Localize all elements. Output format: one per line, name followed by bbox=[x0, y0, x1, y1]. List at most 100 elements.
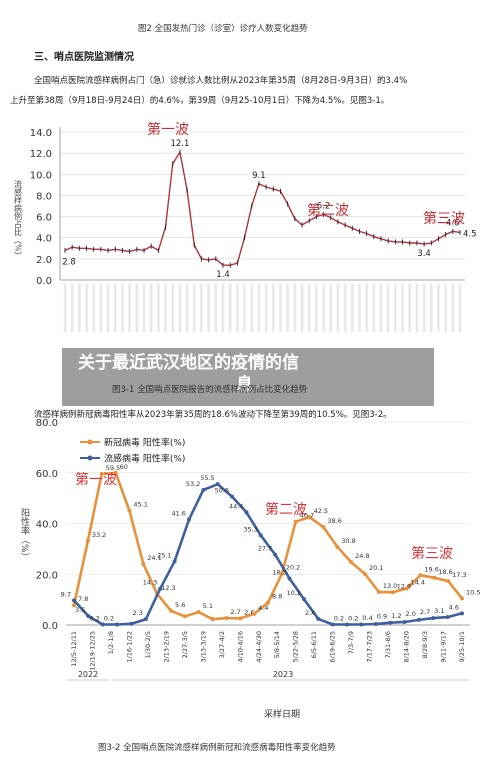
wave-annotation: 第一波 bbox=[147, 121, 189, 138]
data-label: 12.3 bbox=[161, 584, 175, 592]
x-tick-label bbox=[214, 284, 218, 332]
x-tick-label bbox=[200, 284, 203, 332]
data-label: 4.4 bbox=[258, 604, 268, 612]
x-tick-label: 5/8-5/14 bbox=[273, 631, 281, 658]
x-tick-label bbox=[293, 284, 297, 332]
data-point bbox=[316, 616, 321, 621]
data-label: 9.1 bbox=[252, 171, 266, 181]
data-label: 5.1 bbox=[203, 602, 213, 610]
x-tick-label: 8/14-8/20 bbox=[403, 631, 411, 663]
y-tick-label: 8.0 bbox=[36, 191, 52, 202]
y-tick-label: 20.0 bbox=[36, 570, 58, 581]
x-tick-label: 9/25-10/1 bbox=[458, 631, 466, 663]
data-point bbox=[279, 571, 284, 576]
data-point bbox=[335, 544, 340, 549]
data-label: 18.3 bbox=[272, 569, 286, 577]
data-label: 41.6 bbox=[171, 509, 185, 517]
data-point bbox=[115, 622, 120, 627]
data-point bbox=[330, 622, 335, 627]
x-tick-label bbox=[135, 284, 139, 332]
x-tick-label bbox=[350, 284, 354, 332]
data-point bbox=[215, 482, 220, 487]
data-label: 0.2 bbox=[89, 614, 99, 622]
data-label: 4.6 bbox=[446, 218, 460, 228]
series-line bbox=[64, 150, 461, 266]
data-point bbox=[158, 586, 163, 591]
x-tick-label bbox=[451, 284, 455, 332]
x-tick-label: 3/27-4/2 bbox=[218, 631, 226, 658]
legend-label: 流感病毒 阳性率(%) bbox=[104, 453, 185, 465]
data-label: 4.6 bbox=[449, 603, 459, 611]
data-label: 2.4 bbox=[305, 609, 315, 617]
paragraph-1-line-2: 上升至第38周（9月18日-9月24日）的4.6%，第39周（9月25-10月1… bbox=[10, 96, 390, 106]
flu-series-line bbox=[73, 482, 463, 626]
y-tick-label: 60.0 bbox=[36, 469, 58, 480]
data-point bbox=[293, 519, 298, 524]
data-label: 0.2 bbox=[334, 614, 344, 622]
data-point bbox=[72, 603, 76, 608]
x-tick-label bbox=[157, 284, 160, 332]
data-label: 30.8 bbox=[341, 537, 355, 545]
x-tick-label bbox=[365, 284, 368, 332]
x-tick-label bbox=[264, 284, 268, 332]
data-label: 3.5 bbox=[75, 606, 85, 614]
data-point bbox=[252, 611, 257, 616]
wave-annotation: 第三波 bbox=[411, 545, 453, 562]
x-tick-label bbox=[279, 284, 282, 332]
y-axis-label: 阳性率（%） bbox=[19, 508, 30, 562]
data-point bbox=[143, 617, 148, 622]
x-tick-label bbox=[257, 284, 261, 332]
x-tick-label bbox=[70, 284, 74, 332]
data-label: 0.9 bbox=[377, 613, 387, 621]
overlay-title[interactable]: 关于最近武汉地区的疫情的信 息 bbox=[78, 352, 408, 396]
data-label: 25.1 bbox=[157, 551, 171, 559]
x-tick-label bbox=[271, 284, 275, 332]
data-label: 3.4 bbox=[417, 249, 431, 259]
y-tick-label: 2.0 bbox=[36, 255, 52, 266]
legend-label: 新冠病毒 阳性率(%) bbox=[104, 437, 185, 449]
wave-annotation: 第二波 bbox=[265, 501, 307, 518]
x-tick-label bbox=[358, 284, 361, 332]
section-heading: 三、哨点医院监测情况 bbox=[34, 52, 134, 63]
x-tick-label: 7/17-7/23 bbox=[366, 631, 374, 663]
data-point bbox=[230, 494, 235, 499]
paragraph-1-line-1: 全国哨点医院流感样病例占门（急）诊就诊人数比例从2023年第35周（8月28日-… bbox=[34, 76, 408, 86]
data-point bbox=[390, 590, 395, 595]
data-point bbox=[287, 576, 292, 581]
data-label: 14.3 bbox=[143, 579, 157, 587]
x-tick-label bbox=[192, 284, 196, 332]
data-label: 42.5 bbox=[314, 507, 328, 515]
x-tick-label bbox=[121, 284, 124, 332]
x-tick-label bbox=[106, 284, 110, 332]
chart-3-1: 0.0 2.0 4.0 6.0 8.0 10.0 12.0 14.0 流感样病例占比（%） 2.8… bbox=[14, 121, 477, 332]
x-tick-label bbox=[458, 284, 462, 332]
x-tick-label: 12/5-12/11 bbox=[70, 631, 78, 667]
data-point bbox=[224, 616, 229, 621]
data-point bbox=[460, 611, 464, 616]
x-tick-label bbox=[444, 284, 447, 332]
x-tick-label: 6/19-6/25 bbox=[329, 631, 337, 663]
figure-3-1-caption: 图3-1 全国哨点医院报告的流感样病例占比变化趋势 bbox=[112, 385, 308, 395]
data-point bbox=[210, 617, 215, 622]
data-label: 7.8 bbox=[78, 595, 88, 603]
data-label: 2.7 bbox=[230, 608, 240, 616]
x-tick-label bbox=[178, 284, 182, 332]
data-point bbox=[307, 515, 312, 520]
data-point bbox=[445, 615, 450, 620]
data-label: 5.6 bbox=[175, 601, 185, 609]
data-point bbox=[363, 571, 367, 576]
data-label: 12.9 bbox=[397, 582, 411, 590]
x-tick-label bbox=[300, 284, 304, 332]
data-label: 59.5 bbox=[106, 464, 120, 472]
data-point bbox=[432, 575, 437, 580]
data-label: 14.4 bbox=[411, 578, 425, 586]
x-tick-label bbox=[207, 284, 210, 332]
data-point bbox=[100, 622, 105, 627]
wave-annotation: 第二波 bbox=[307, 202, 349, 219]
data-point bbox=[376, 590, 381, 595]
data-label: 12.1 bbox=[170, 139, 189, 149]
overlay-title-line-1: 关于最近武汉地区的疫情的信 bbox=[78, 353, 299, 373]
data-point bbox=[141, 561, 146, 566]
x-tick-label: 1/16-1/22 bbox=[125, 631, 133, 663]
x-tick-label: 4/10-4/16 bbox=[236, 631, 244, 663]
